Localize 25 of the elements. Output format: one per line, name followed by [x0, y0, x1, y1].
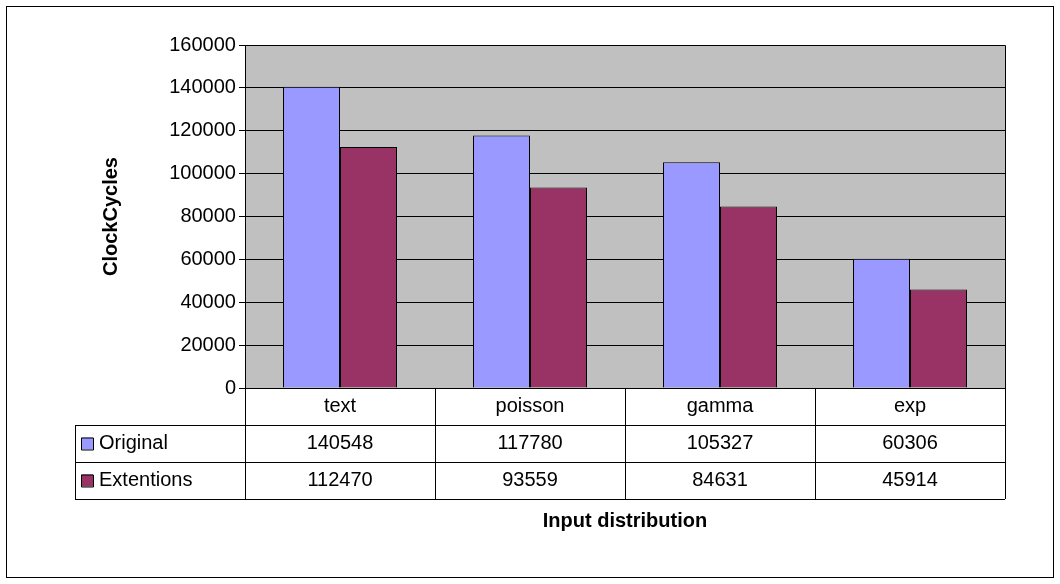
y-tick-label: 100000 — [169, 161, 236, 184]
y-axis-title: ClockCycles — [98, 157, 121, 276]
legend-label: Extentions — [99, 468, 193, 491]
data-label: 117780 — [497, 431, 563, 454]
legend-label: Original — [99, 431, 168, 454]
y-tick-label: 0 — [224, 375, 236, 398]
y-tick-label: 140000 — [169, 75, 236, 98]
x-tick-label: text — [323, 394, 357, 417]
y-tick-label: 120000 — [169, 118, 236, 141]
data-label: 140548 — [306, 431, 374, 454]
y-tick-label: 20000 — [180, 332, 236, 355]
y-tick-label: 80000 — [180, 204, 236, 227]
data-label: 45914 — [882, 468, 938, 491]
data-label: 84631 — [692, 468, 748, 491]
x-tick-label: gamma — [686, 394, 755, 417]
x-tick-label: exp — [893, 394, 927, 417]
data-label: 93559 — [502, 468, 558, 491]
data-label: 105327 — [686, 431, 754, 454]
data-label: 112470 — [307, 468, 373, 491]
y-tick-label: 60000 — [180, 246, 236, 269]
x-tick-label: poisson — [495, 394, 565, 417]
data-label: 60306 — [882, 431, 938, 454]
x-axis-title: Input distribution — [542, 508, 708, 531]
y-tick-label: 160000 — [169, 32, 236, 55]
y-tick-label: 40000 — [180, 289, 236, 312]
